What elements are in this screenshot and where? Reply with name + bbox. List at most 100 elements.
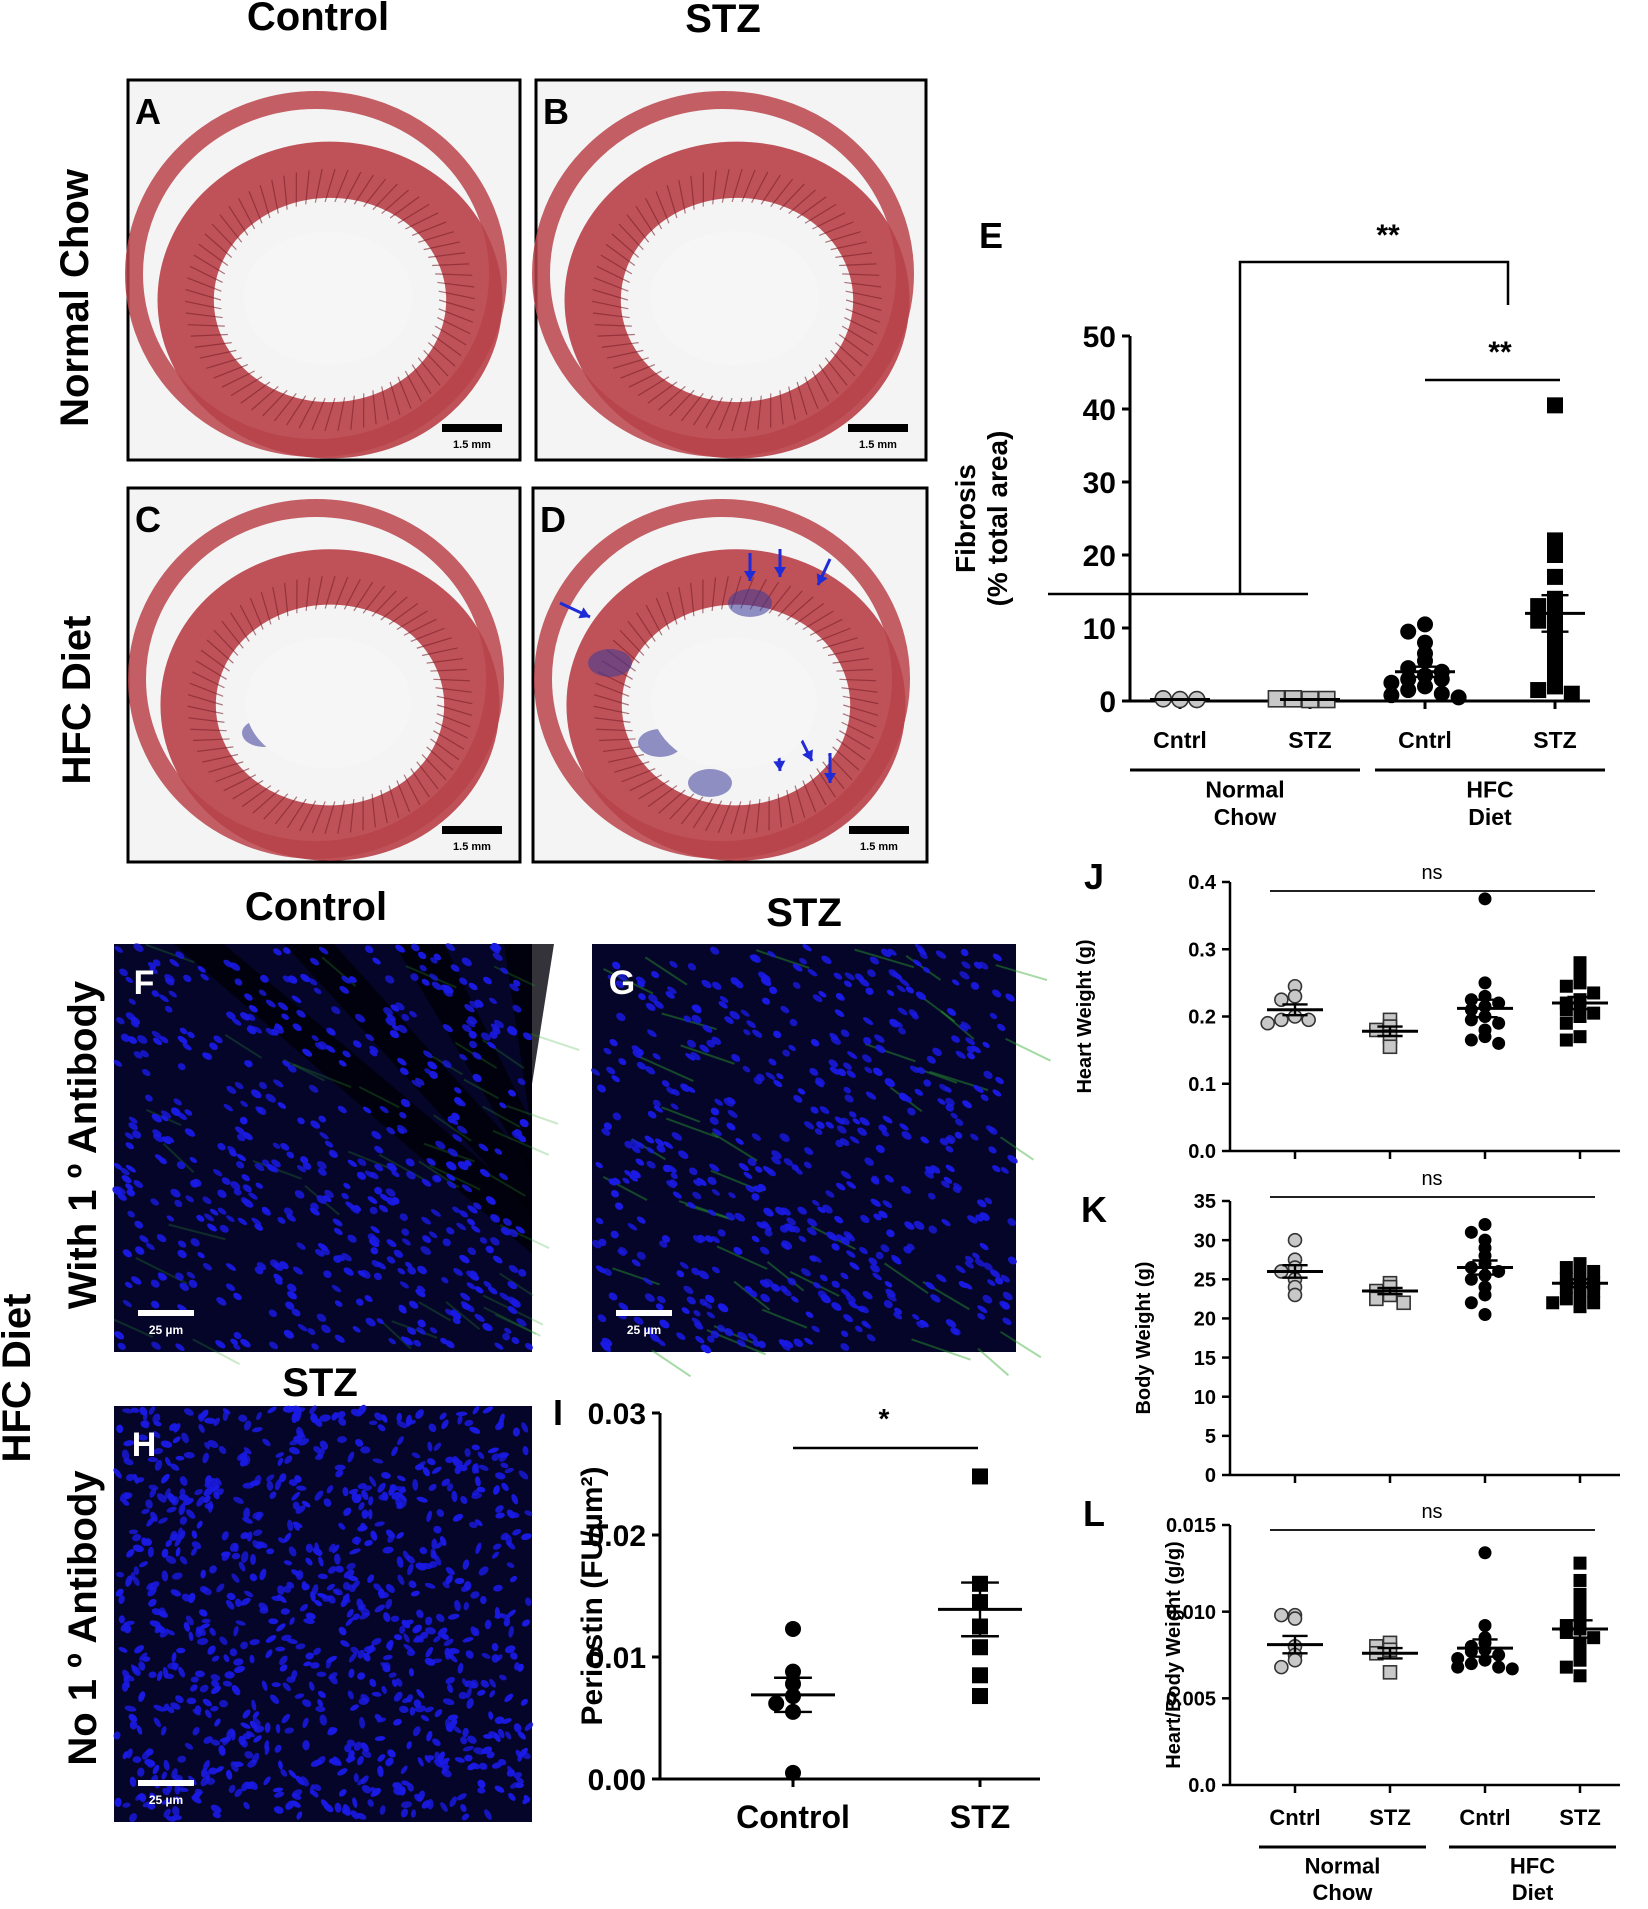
nucleus [884, 1281, 893, 1288]
fiber-stroke [349, 799, 355, 833]
nucleus [609, 1038, 618, 1047]
nucleus [351, 1580, 360, 1589]
nucleus [631, 1259, 641, 1267]
nucleus [488, 997, 497, 1005]
nucleus [483, 976, 492, 985]
fiber-stroke [202, 753, 239, 763]
data-point [1573, 1257, 1587, 1271]
nucleus [1007, 1218, 1017, 1227]
nucleus [943, 1176, 953, 1184]
nucleus [636, 1251, 646, 1260]
nucleus [234, 1788, 243, 1798]
nucleus [396, 1556, 404, 1568]
fibrosis-arrow [824, 753, 836, 783]
nucleus [760, 1293, 771, 1303]
nucleus [452, 1725, 462, 1734]
nucleus [145, 1094, 153, 1102]
nucleus [459, 1053, 468, 1061]
nucleus [393, 1691, 403, 1702]
nucleus [141, 1508, 150, 1515]
nucleus [747, 1333, 758, 1341]
nucleus [233, 1343, 241, 1350]
nucleus [248, 1005, 258, 1013]
nucleus [183, 1408, 194, 1416]
nucleus [278, 1537, 286, 1544]
nucleus [133, 1051, 143, 1059]
nucleus [308, 1681, 315, 1691]
nucleus [869, 956, 880, 965]
nucleus [142, 1656, 151, 1662]
nucleus [318, 946, 329, 955]
fiber-stroke [816, 768, 836, 798]
sig-annotation: ** [1488, 336, 1512, 369]
nucleus [711, 1189, 720, 1196]
data-point [1547, 532, 1563, 549]
nucleus [792, 963, 803, 972]
data-point [1573, 1288, 1587, 1302]
nucleus [873, 1213, 882, 1221]
fiber-stroke [187, 324, 225, 327]
nucleus [175, 1343, 185, 1351]
fiber-stroke [426, 657, 463, 664]
nucleus [818, 990, 827, 998]
nucleus [151, 990, 160, 997]
fiber-stroke [416, 761, 439, 790]
nucleus [449, 1718, 458, 1728]
nucleus [495, 1472, 506, 1480]
nucleus [507, 1306, 518, 1315]
nucleus [491, 1642, 499, 1652]
nucleus [367, 1799, 374, 1807]
data-point [1559, 1033, 1573, 1047]
nucleus [347, 1749, 355, 1759]
nucleus [242, 1131, 253, 1141]
nucleus [452, 1206, 460, 1213]
fiber-stroke [324, 397, 336, 432]
fiber-stroke [353, 174, 374, 205]
nucleus [175, 951, 185, 959]
fiber-stroke [324, 168, 336, 203]
nucleus [116, 1017, 125, 1025]
nucleus [983, 1262, 993, 1271]
nucleus [317, 1447, 325, 1458]
nucleus [311, 1035, 319, 1042]
nucleus [386, 1239, 397, 1248]
nucleus [495, 1512, 505, 1519]
nucleus [253, 1529, 263, 1536]
nucleus [598, 1238, 607, 1247]
fibrosis-region [728, 589, 772, 617]
fiber-stroke [286, 395, 307, 426]
nucleus [386, 1256, 396, 1264]
nucleus [340, 1598, 349, 1608]
data-point [1464, 1296, 1478, 1310]
nucleus [128, 1713, 138, 1723]
nucleus [994, 1277, 1004, 1285]
nucleus [724, 1328, 734, 1337]
nucleus [804, 1147, 814, 1156]
nucleus [378, 1494, 388, 1501]
nucleus [245, 1060, 253, 1068]
nucleus [353, 1040, 362, 1048]
data-point [1287, 989, 1303, 1004]
nucleus [671, 1132, 683, 1141]
data-point [1547, 397, 1563, 414]
nucleus [898, 1092, 909, 1102]
nucleus [416, 1327, 426, 1335]
nucleus [973, 1084, 984, 1093]
nucleus [360, 1446, 371, 1454]
mid-title-control: Control [245, 885, 387, 929]
nucleus [237, 1217, 248, 1226]
nucleus [636, 976, 646, 985]
nucleus [500, 967, 509, 974]
nucleus [158, 1607, 167, 1617]
nucleus [499, 1292, 510, 1301]
nucleus [319, 1414, 331, 1422]
nucleus [391, 1170, 400, 1178]
nucleus [669, 960, 678, 968]
nucleus [113, 1468, 122, 1479]
nucleus [179, 1488, 186, 1497]
nucleus [152, 1431, 161, 1439]
nucleus [460, 1736, 468, 1745]
periostin-signal [940, 1010, 975, 1040]
nucleus [309, 1784, 315, 1795]
nucleus [883, 1300, 893, 1309]
